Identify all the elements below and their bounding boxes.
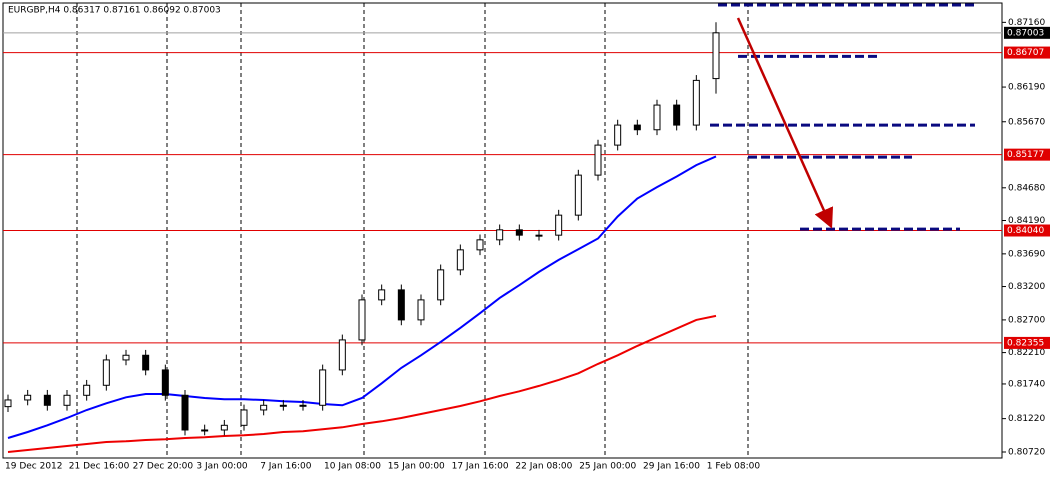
candle-body — [358, 299, 366, 341]
candle-body — [220, 424, 228, 431]
price-box-label: 0.87003 — [1007, 28, 1044, 38]
candle-body — [614, 124, 622, 146]
candle-body — [161, 369, 169, 396]
candle-body — [378, 289, 386, 301]
price-box-label: 0.85177 — [1007, 150, 1044, 160]
candle-body — [555, 214, 563, 236]
candle-body — [319, 369, 327, 406]
y-tick-label: 0.87160 — [1008, 18, 1045, 28]
price-box-label: 0.82355 — [1007, 338, 1044, 348]
trend-arrow — [736, 17, 834, 229]
candle-body — [397, 289, 405, 321]
candle-body — [476, 239, 484, 251]
y-tick-label: 0.83690 — [1008, 249, 1045, 259]
x-tick-label: 29 Jan 16:00 — [643, 462, 700, 472]
candle-body — [201, 429, 209, 432]
y-tick-label: 0.82210 — [1008, 348, 1045, 358]
candle-body — [417, 299, 425, 321]
candle-body — [515, 229, 523, 236]
candle-body — [181, 394, 189, 431]
y-tick-label: 0.85670 — [1008, 117, 1045, 127]
x-tick-label: 17 Jan 16:00 — [452, 462, 509, 472]
y-tick-label: 0.84190 — [1008, 216, 1045, 226]
x-tick-label: 3 Jan 00:00 — [196, 462, 248, 472]
candle-body — [240, 409, 248, 426]
candle-body — [338, 339, 346, 371]
candle-body — [437, 269, 445, 301]
y-tick-label: 0.86190 — [1008, 83, 1045, 93]
candle-body — [43, 394, 51, 406]
candle-body — [122, 354, 130, 361]
x-tick-label: 25 Jan 00:00 — [579, 462, 636, 472]
candle-body — [535, 234, 543, 237]
candle-body — [594, 144, 602, 176]
price-box — [1004, 224, 1050, 237]
candle-body — [142, 354, 150, 371]
x-tick-label: 7 Jan 16:00 — [260, 462, 312, 472]
candle-body — [574, 174, 582, 216]
candle-body — [496, 229, 504, 241]
candle-body — [83, 384, 91, 396]
x-tick-label: 10 Jan 08:00 — [324, 462, 381, 472]
y-tick-label: 0.81740 — [1008, 379, 1045, 389]
candle-body — [456, 249, 464, 271]
candle-body — [4, 399, 12, 408]
candle-body — [673, 104, 681, 126]
candle-body — [279, 404, 287, 407]
price-box-label: 0.84040 — [1007, 226, 1044, 236]
candle-body — [102, 359, 110, 386]
y-tick-label: 0.82700 — [1008, 315, 1045, 325]
price-box — [1004, 26, 1050, 39]
price-box — [1004, 336, 1050, 349]
chart-title: EURGBP,H4 0.86317 0.87161 0.86092 0.8700… — [8, 6, 221, 16]
moving-average — [7, 314, 717, 453]
x-tick-label: 19 Dec 2012 — [5, 462, 63, 472]
y-tick-label: 0.81220 — [1008, 414, 1045, 424]
candle-body — [712, 32, 720, 80]
price-box-label: 0.86707 — [1007, 48, 1044, 58]
x-tick-label: 1 Feb 08:00 — [707, 462, 761, 472]
candle-body — [260, 404, 268, 411]
x-tick-label: 15 Jan 00:00 — [388, 462, 445, 472]
candle-body — [653, 104, 661, 131]
x-tick-label: 21 Dec 16:00 — [69, 462, 130, 472]
y-tick-label: 0.84680 — [1008, 183, 1045, 193]
x-tick-label: 22 Jan 08:00 — [515, 462, 572, 472]
price-box — [1004, 46, 1050, 59]
candle-body — [24, 394, 32, 401]
x-tick-label: 27 Dec 20:00 — [133, 462, 194, 472]
candle-body — [692, 79, 700, 126]
y-tick-label: 0.80720 — [1008, 447, 1045, 457]
price-box — [1004, 148, 1050, 161]
candle-body — [299, 404, 307, 407]
candle-body — [633, 124, 641, 131]
moving-average — [7, 155, 717, 439]
y-tick-label: 0.83200 — [1008, 282, 1045, 292]
candle-body — [63, 394, 71, 406]
